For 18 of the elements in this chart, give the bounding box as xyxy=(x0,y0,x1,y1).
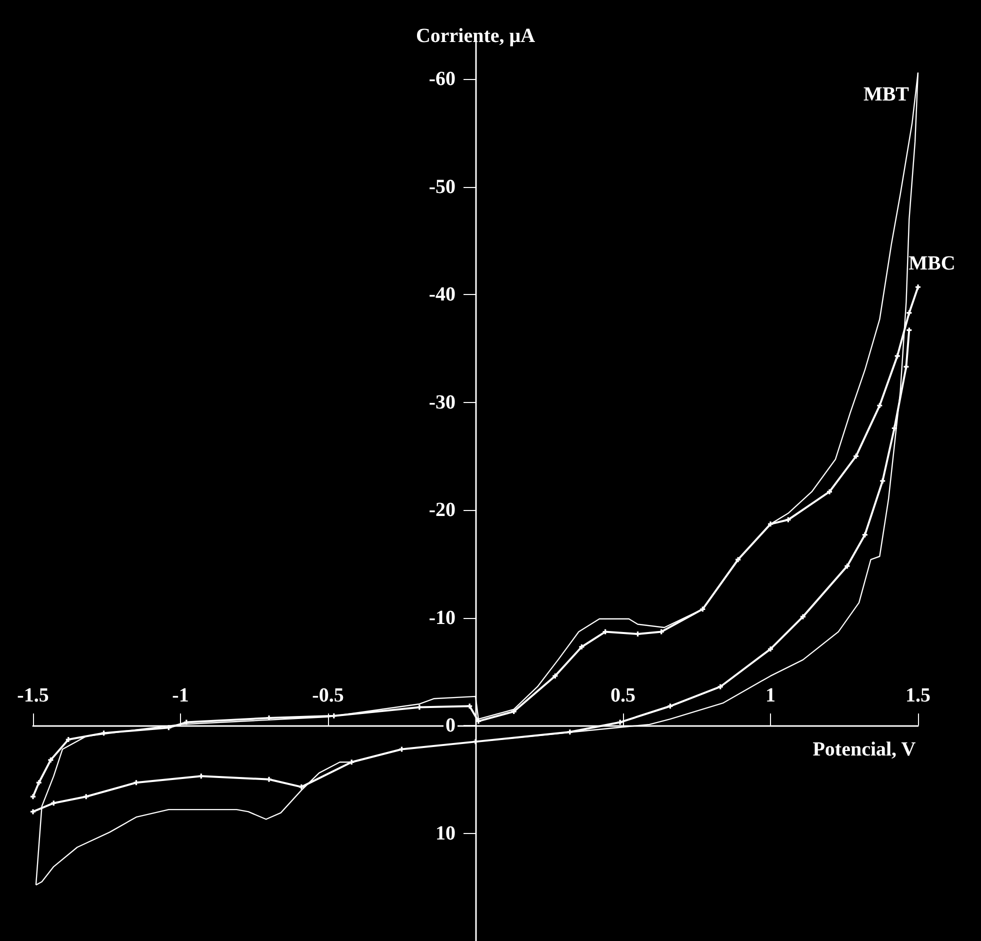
x-tick-label: -0.5 xyxy=(312,684,344,707)
y-tick-label: 0 xyxy=(446,714,456,737)
x-tick-label: -1 xyxy=(172,684,189,707)
y-tick-label: -60 xyxy=(428,68,456,90)
y-tick-label: -50 xyxy=(428,176,456,198)
x-tick-label: 0.5 xyxy=(610,684,636,707)
x-tick-label: 1 xyxy=(766,684,776,707)
x-axis-title: Potencial, V xyxy=(812,738,916,761)
y-tick-label: -20 xyxy=(428,499,456,522)
y-tick-label: -40 xyxy=(428,284,456,306)
series-label: MBC xyxy=(908,252,956,275)
y-tick-label: 10 xyxy=(436,822,456,844)
x-tick-label: -1.5 xyxy=(17,684,49,707)
y-axis-title: Corriente, μA xyxy=(416,25,536,47)
y-tick-label: -30 xyxy=(428,391,456,414)
series-label: MBT xyxy=(863,84,910,106)
y-tick-label: -10 xyxy=(428,606,456,629)
x-tick-label: 1.5 xyxy=(906,684,930,707)
